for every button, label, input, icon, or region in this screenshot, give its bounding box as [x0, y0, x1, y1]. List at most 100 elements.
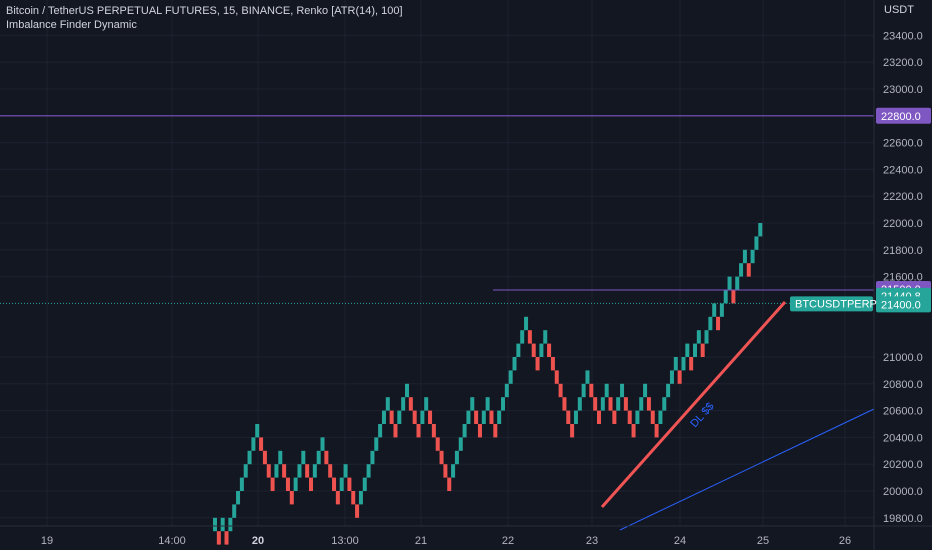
price-tick-label: 22200.0	[883, 191, 923, 203]
time-tick-label: 21	[415, 535, 427, 547]
price-tick-label: 22600.0	[883, 138, 923, 150]
brick-up	[301, 450, 306, 465]
brick-down	[570, 424, 575, 438]
brick-down	[700, 343, 705, 357]
brick-up	[458, 437, 463, 451]
brick-down	[447, 477, 452, 491]
brick-down	[597, 410, 601, 424]
brick-down	[550, 357, 555, 371]
brick-down	[443, 464, 448, 478]
brick-up	[600, 397, 605, 411]
brick-up	[255, 424, 260, 438]
brick-down	[351, 491, 356, 505]
price-tick-label: 19800.0	[883, 513, 923, 525]
brick-down	[554, 370, 559, 384]
price-tags: 22800.0 21500.0 21440.8 21400.0 BTCUSDTP…	[790, 107, 931, 313]
brick-up	[708, 316, 713, 331]
brick-down	[493, 424, 498, 438]
brick-down	[305, 464, 310, 478]
brick-down	[716, 316, 721, 331]
brick-up	[685, 343, 690, 357]
brick-down	[270, 477, 275, 491]
brick-up	[343, 464, 348, 478]
brick-up	[239, 477, 244, 491]
price-tick-label: 22400.0	[883, 164, 923, 176]
brick-down	[474, 410, 479, 424]
brick-up	[754, 236, 759, 250]
time-tick-label: 23	[586, 535, 598, 547]
price-tick-label: 23200.0	[883, 57, 923, 69]
brick-down	[216, 531, 221, 545]
brick-down	[489, 410, 494, 424]
brick-up	[278, 450, 283, 465]
brick-up	[378, 424, 383, 438]
brick-up	[385, 397, 390, 411]
brick-down	[285, 477, 290, 491]
brick-up	[643, 383, 648, 398]
price-tick-label: 20600.0	[883, 406, 923, 418]
price-tick-label: 21000.0	[883, 352, 923, 364]
brick-down	[416, 424, 421, 438]
brick-down	[412, 410, 417, 424]
brick-down	[731, 290, 736, 304]
brick-down	[589, 383, 594, 398]
brick-down	[746, 263, 751, 277]
brick-up	[739, 263, 744, 277]
brick-up	[742, 249, 747, 264]
currency-label[interactable]: USDT	[884, 4, 914, 16]
level-22800-tag-text: 22800.0	[881, 111, 921, 123]
brick-down	[224, 531, 229, 545]
brick-down	[393, 424, 398, 438]
time-tick-label: 26	[839, 535, 851, 547]
brick-up	[585, 370, 590, 384]
indicator-label[interactable]: Imbalance Finder Dynamic	[6, 19, 137, 31]
brick-up	[228, 517, 233, 532]
brick-down	[439, 450, 444, 465]
brick-up	[723, 290, 728, 304]
brick-up	[466, 410, 471, 424]
brick-up	[524, 316, 529, 331]
brick-up	[362, 477, 367, 491]
brick-up	[727, 276, 732, 290]
brick-up	[620, 383, 625, 398]
brick-down	[612, 410, 617, 424]
brick-down	[332, 477, 337, 491]
blue-trendline[interactable]	[619, 408, 875, 531]
brick-up	[470, 397, 475, 411]
brick-up	[577, 397, 582, 411]
brick-up	[508, 370, 513, 384]
brick-up	[704, 330, 709, 344]
brick-up	[366, 464, 371, 478]
brick-up	[293, 477, 298, 491]
brick-up	[316, 450, 321, 465]
brick-up	[312, 464, 317, 478]
brick-up	[639, 397, 644, 411]
brick-up	[451, 464, 456, 478]
brick-up	[497, 410, 502, 424]
brick-down	[477, 424, 482, 438]
brick-up	[220, 517, 225, 532]
brick-down	[259, 437, 264, 451]
brick-down	[623, 397, 628, 411]
brick-down	[650, 410, 655, 424]
price-axis[interactable]: 23400.0 23200.0 23000.0 22600.0 22400.0 22200…	[883, 30, 923, 524]
brick-up	[662, 397, 667, 411]
brick-down	[646, 397, 651, 411]
brick-down	[289, 491, 294, 505]
brick-up	[236, 491, 241, 505]
brick-up	[735, 276, 740, 290]
brick-up	[274, 464, 279, 478]
brick-down	[309, 477, 313, 491]
brick-up	[320, 437, 325, 451]
price-tag-21400-text: 21400.0	[881, 299, 921, 311]
time-tick-label: 25	[757, 535, 769, 547]
time-axis[interactable]: 19 14:00 20 13:00 21 22 23 24 25 26	[41, 535, 851, 547]
brick-up	[758, 223, 763, 237]
chart-title[interactable]: Bitcoin / TetherUS PERPETUAL FUTURES, 15…	[6, 5, 403, 17]
brick-down	[389, 410, 394, 424]
time-tick-label: 13:00	[331, 535, 359, 547]
red-trendline[interactable]	[600, 301, 787, 508]
brick-up	[520, 330, 525, 344]
brick-down	[608, 397, 613, 411]
